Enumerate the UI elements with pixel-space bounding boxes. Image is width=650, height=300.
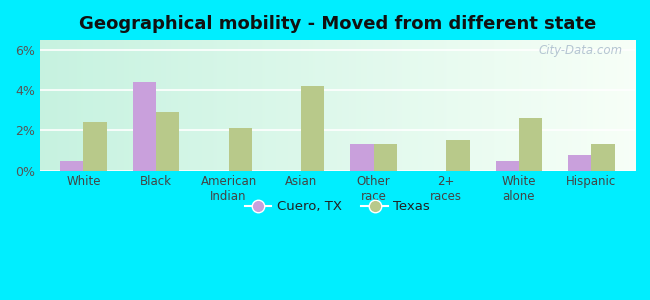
Bar (447, 140, 469, 171)
Bar (496, 160, 519, 171)
Bar (568, 154, 592, 171)
Bar (592, 145, 615, 171)
Bar (374, 145, 397, 171)
Text: City-Data.com: City-Data.com (539, 44, 623, 57)
Bar (133, 82, 156, 171)
Bar (229, 128, 252, 171)
Bar (60, 160, 83, 171)
Bar (156, 112, 179, 171)
Bar (301, 86, 324, 171)
Bar (350, 145, 374, 171)
Bar (519, 118, 542, 171)
Bar (83, 122, 107, 171)
Legend: Cuero, TX, Texas: Cuero, TX, Texas (240, 195, 435, 219)
Title: Geographical mobility - Moved from different state: Geographical mobility - Moved from diffe… (79, 15, 596, 33)
